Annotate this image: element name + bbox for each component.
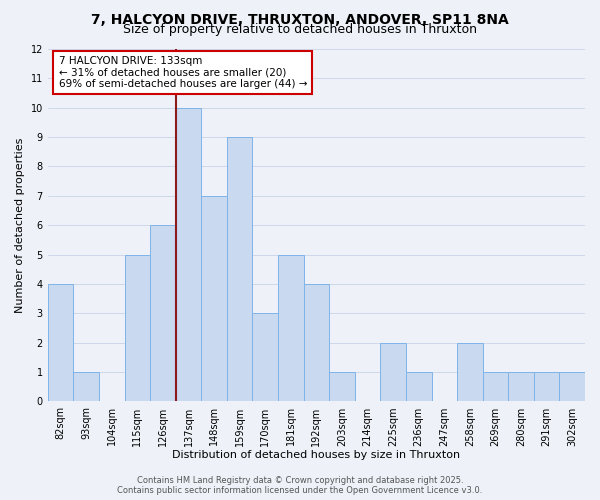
Bar (176, 108, 201, 402)
Bar (48, 284, 73, 402)
Bar (534, 372, 559, 402)
Bar (329, 372, 355, 402)
Text: Contains HM Land Registry data © Crown copyright and database right 2025.
Contai: Contains HM Land Registry data © Crown c… (118, 476, 482, 495)
Bar (380, 342, 406, 402)
Bar (482, 372, 508, 402)
Text: 7, HALCYON DRIVE, THRUXTON, ANDOVER, SP11 8NA: 7, HALCYON DRIVE, THRUXTON, ANDOVER, SP1… (91, 12, 509, 26)
Bar (73, 372, 99, 402)
Y-axis label: Number of detached properties: Number of detached properties (15, 138, 25, 313)
Bar (278, 254, 304, 402)
Bar (201, 196, 227, 402)
Bar (253, 314, 278, 402)
Bar (125, 254, 150, 402)
Bar (457, 342, 482, 402)
Text: Size of property relative to detached houses in Thruxton: Size of property relative to detached ho… (123, 22, 477, 36)
Bar (227, 137, 253, 402)
Bar (150, 225, 176, 402)
Bar (508, 372, 534, 402)
Bar (559, 372, 585, 402)
Bar (406, 372, 431, 402)
Bar (304, 284, 329, 402)
Text: 7 HALCYON DRIVE: 133sqm
← 31% of detached houses are smaller (20)
69% of semi-de: 7 HALCYON DRIVE: 133sqm ← 31% of detache… (59, 56, 307, 89)
X-axis label: Distribution of detached houses by size in Thruxton: Distribution of detached houses by size … (172, 450, 460, 460)
